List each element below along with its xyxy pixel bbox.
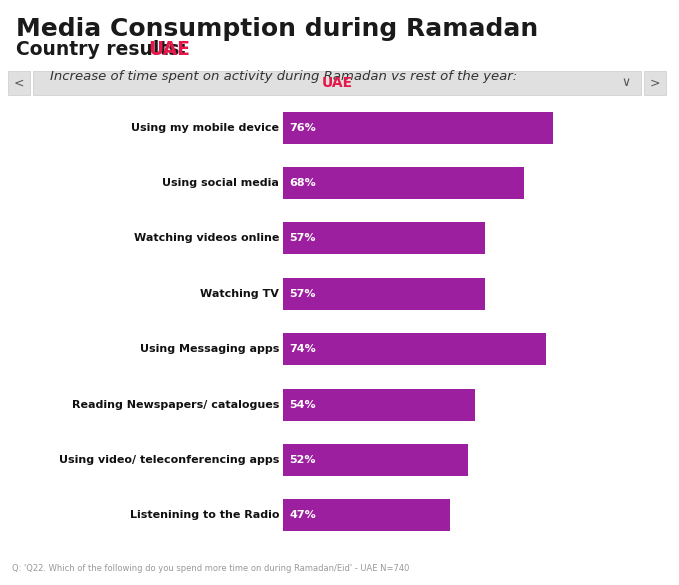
- Text: Media Consumption during Ramadan: Media Consumption during Ramadan: [16, 17, 538, 41]
- Text: 57%: 57%: [289, 289, 316, 299]
- Text: >: >: [650, 77, 660, 90]
- FancyBboxPatch shape: [283, 499, 450, 531]
- Text: Watching videos online: Watching videos online: [134, 233, 279, 243]
- FancyBboxPatch shape: [283, 112, 553, 144]
- FancyBboxPatch shape: [283, 222, 485, 254]
- Text: 74%: 74%: [289, 344, 316, 354]
- Text: Increase of time spent on activity during Ramadan vs rest of the year:: Increase of time spent on activity durin…: [50, 70, 517, 83]
- Text: Q: 'Q22. Which of the following do you spend more time on during Ramadan/Eid' - : Q: 'Q22. Which of the following do you s…: [12, 564, 409, 573]
- Text: Using my mobile device: Using my mobile device: [131, 123, 279, 133]
- Text: Using social media: Using social media: [162, 178, 279, 188]
- Text: Listenining to the Radio: Listenining to the Radio: [130, 510, 279, 520]
- Text: Using video/ teleconferencing apps: Using video/ teleconferencing apps: [58, 455, 279, 465]
- Text: UAE: UAE: [321, 76, 352, 90]
- FancyBboxPatch shape: [283, 333, 546, 365]
- Text: 52%: 52%: [289, 455, 316, 465]
- FancyBboxPatch shape: [8, 71, 30, 95]
- FancyBboxPatch shape: [283, 167, 524, 199]
- Text: Watching TV: Watching TV: [200, 289, 279, 299]
- Text: 76%: 76%: [289, 123, 316, 133]
- Text: Country results:: Country results:: [16, 40, 200, 59]
- FancyBboxPatch shape: [283, 278, 485, 310]
- Text: Reading Newspapers/ catalogues: Reading Newspapers/ catalogues: [71, 400, 279, 409]
- FancyBboxPatch shape: [644, 71, 666, 95]
- FancyBboxPatch shape: [283, 444, 468, 476]
- FancyBboxPatch shape: [33, 71, 641, 95]
- Text: 57%: 57%: [289, 233, 316, 243]
- Text: 68%: 68%: [289, 178, 316, 188]
- Text: <: <: [14, 77, 24, 90]
- FancyBboxPatch shape: [283, 388, 475, 421]
- Text: Using Messaging apps: Using Messaging apps: [140, 344, 279, 354]
- Text: UAE: UAE: [148, 40, 190, 59]
- Text: 47%: 47%: [289, 510, 316, 520]
- Text: ∨: ∨: [621, 77, 631, 90]
- Text: 54%: 54%: [289, 400, 316, 409]
